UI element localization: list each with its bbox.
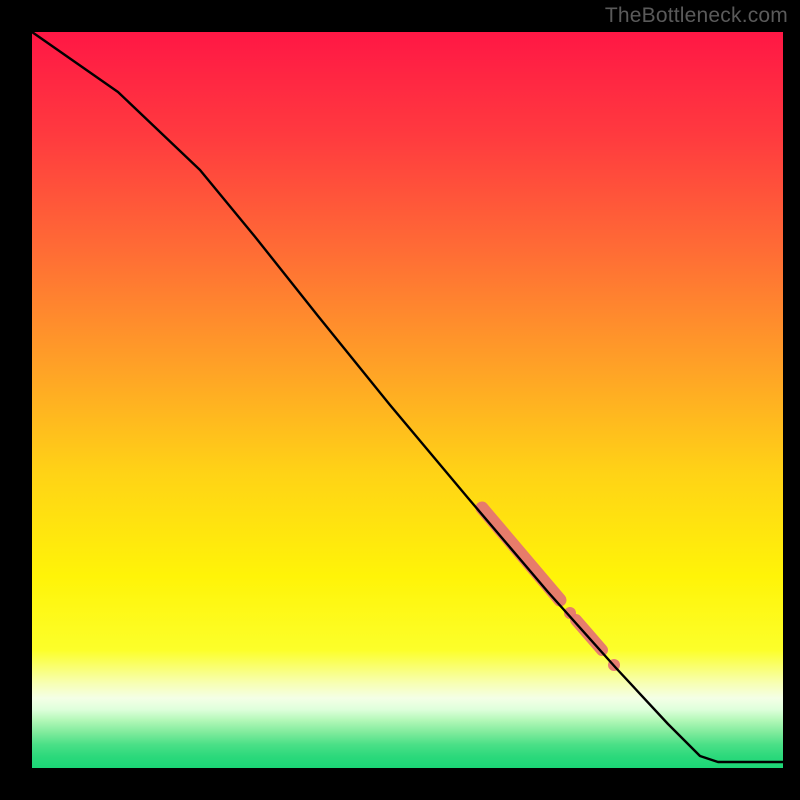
bottleneck-chart <box>0 0 800 800</box>
chart-stage: TheBottleneck.com <box>0 0 800 800</box>
plot-background <box>32 32 783 768</box>
watermark-text: TheBottleneck.com <box>605 4 788 28</box>
